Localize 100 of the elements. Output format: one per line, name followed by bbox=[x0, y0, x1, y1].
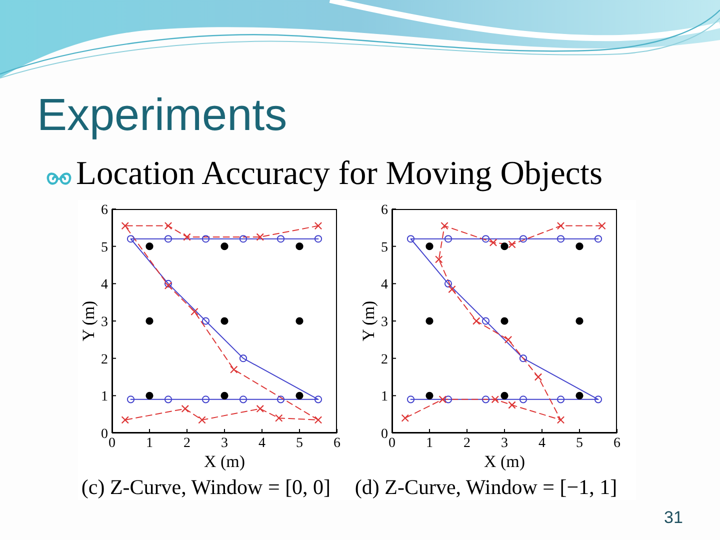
point bbox=[230, 366, 238, 374]
point bbox=[435, 256, 443, 264]
text: Location Accuracy for Moving Objects bbox=[76, 155, 603, 192]
point bbox=[556, 416, 565, 424]
point bbox=[500, 317, 508, 325]
x-tick-label: 1 bbox=[426, 436, 433, 451]
point bbox=[426, 242, 434, 250]
point bbox=[296, 242, 304, 250]
point bbox=[482, 396, 490, 404]
x-tick-label: 5 bbox=[576, 436, 583, 451]
point bbox=[314, 222, 322, 230]
point bbox=[202, 235, 210, 243]
point bbox=[314, 396, 322, 404]
point bbox=[491, 396, 499, 404]
point bbox=[482, 317, 490, 325]
x-tick-label: 4 bbox=[538, 436, 546, 451]
y-axis-title: Y (m) bbox=[359, 300, 378, 342]
point bbox=[121, 416, 129, 424]
text: (c) Z-Curve, Window = [0, 0] bbox=[80, 475, 332, 500]
point bbox=[220, 242, 228, 250]
point bbox=[519, 396, 528, 404]
x-tick-label: 3 bbox=[221, 436, 228, 451]
y-tick-label: 1 bbox=[381, 390, 388, 405]
point bbox=[519, 235, 528, 243]
y-tick-label: 2 bbox=[381, 352, 388, 368]
point bbox=[256, 404, 264, 413]
point bbox=[534, 373, 542, 381]
point bbox=[202, 317, 210, 325]
point bbox=[500, 392, 508, 400]
point bbox=[576, 317, 584, 325]
text: Experiments bbox=[37, 89, 288, 140]
point bbox=[126, 235, 135, 243]
point bbox=[556, 222, 565, 230]
point bbox=[406, 235, 415, 243]
x-axis-title: X (m) bbox=[204, 452, 246, 471]
point bbox=[181, 404, 189, 413]
text: 31 bbox=[664, 508, 683, 527]
point bbox=[239, 396, 248, 404]
point bbox=[440, 222, 448, 230]
x-tick-label: 6 bbox=[614, 436, 620, 451]
point bbox=[519, 354, 528, 362]
point bbox=[164, 222, 172, 230]
y-tick-label: 4 bbox=[101, 278, 108, 293]
point bbox=[126, 396, 135, 404]
y-tick-label: 6 bbox=[381, 202, 388, 218]
point bbox=[296, 392, 304, 400]
point bbox=[296, 317, 304, 325]
y-tick-label: 1 bbox=[101, 390, 108, 405]
point bbox=[202, 396, 210, 404]
x-tick-label: 4 bbox=[258, 436, 266, 451]
point bbox=[220, 392, 228, 400]
point bbox=[406, 396, 415, 404]
point bbox=[239, 235, 248, 243]
point bbox=[438, 396, 446, 404]
y-tick-label: 5 bbox=[101, 240, 108, 256]
point bbox=[594, 235, 602, 243]
point bbox=[314, 416, 322, 424]
point bbox=[594, 396, 602, 404]
point bbox=[314, 235, 322, 243]
point bbox=[508, 240, 516, 248]
point bbox=[198, 416, 206, 424]
x-tick-label: 6 bbox=[334, 436, 340, 451]
x-tick-label: 2 bbox=[464, 436, 470, 451]
point bbox=[146, 242, 154, 250]
point bbox=[576, 242, 584, 250]
point bbox=[276, 235, 285, 243]
point bbox=[401, 414, 409, 422]
y-axis-title: Y (m) bbox=[79, 300, 98, 342]
point bbox=[146, 317, 154, 325]
point bbox=[448, 285, 456, 294]
point bbox=[508, 401, 516, 409]
point bbox=[576, 392, 584, 400]
x-tick-label: 5 bbox=[296, 436, 303, 451]
point bbox=[164, 396, 172, 404]
y-tick-label: 5 bbox=[381, 240, 388, 256]
x-tick-label: 3 bbox=[501, 436, 508, 451]
point bbox=[500, 242, 508, 250]
y-tick-label: 3 bbox=[381, 314, 388, 330]
y-tick-label: 3 bbox=[101, 314, 108, 330]
point bbox=[256, 233, 264, 241]
y-tick-label: 4 bbox=[381, 278, 388, 293]
point bbox=[444, 396, 452, 404]
point bbox=[556, 396, 565, 404]
x-tick-label: 2 bbox=[184, 436, 190, 451]
point bbox=[472, 317, 480, 325]
point bbox=[426, 317, 434, 325]
text: (d) Z-Curve, Window = [−1, 1] bbox=[354, 475, 618, 500]
point bbox=[426, 392, 434, 400]
point bbox=[146, 392, 154, 400]
x-axis-title: X (m) bbox=[484, 452, 526, 471]
point bbox=[220, 317, 228, 325]
point bbox=[444, 280, 452, 288]
point bbox=[121, 222, 129, 230]
point bbox=[556, 235, 565, 243]
point bbox=[275, 414, 283, 422]
point bbox=[504, 336, 512, 344]
point bbox=[482, 235, 490, 243]
y-tick-label: 2 bbox=[101, 352, 108, 368]
point bbox=[190, 308, 198, 316]
x-tick-label: 1 bbox=[146, 436, 153, 451]
